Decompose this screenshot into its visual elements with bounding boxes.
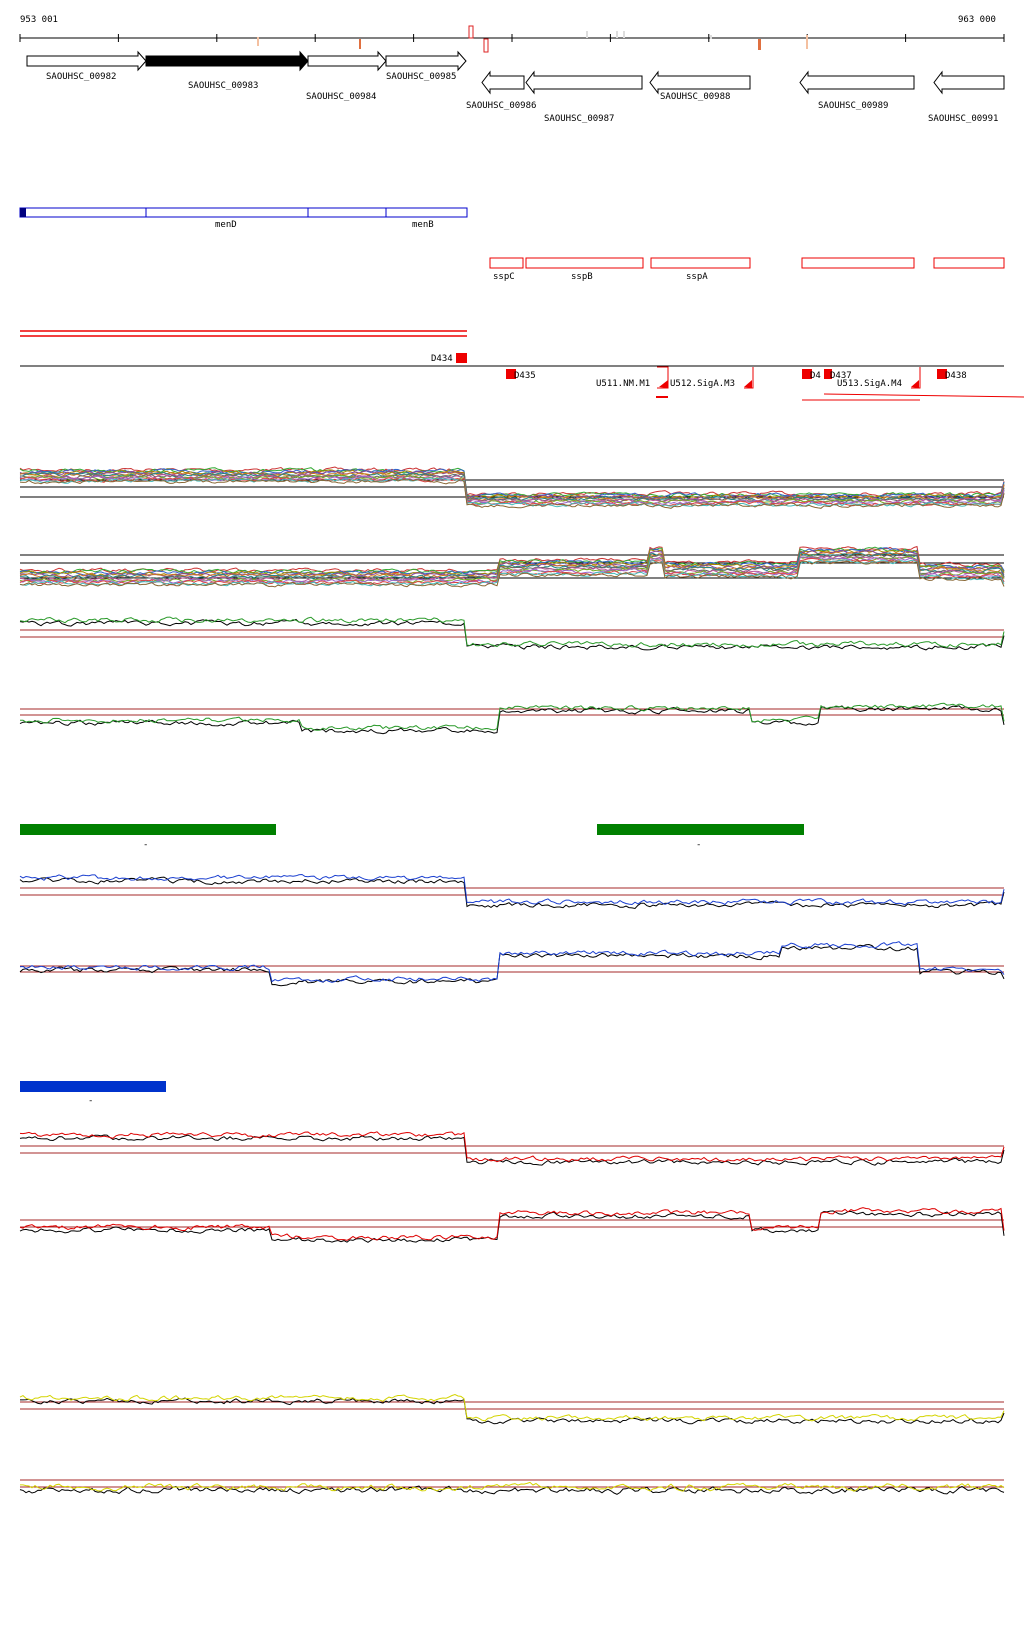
gene-label[interactable]: SAOUHSC_00982 <box>46 72 116 82</box>
signal-trace <box>19 616 1005 648</box>
signal-trace <box>19 556 1005 584</box>
segment-label[interactable]: U512.SigA.M3 <box>670 379 735 389</box>
gene-track: SAOUHSC_00982 SAOUHSC_00983 SAOUHSC_0098… <box>26 50 1005 124</box>
red-feature-track: sspC sspB sspA <box>489 257 1005 282</box>
gene-arrow[interactable] <box>933 70 1005 95</box>
gene-label[interactable]: SAOUHSC_00984 <box>306 92 376 102</box>
signal-trace <box>19 552 1005 582</box>
bar-label: - <box>143 840 148 850</box>
green-bar[interactable] <box>20 824 276 835</box>
gene-label[interactable]: SAOUHSC_00988 <box>660 92 730 102</box>
feature-label: sspB <box>571 272 593 282</box>
signal-trace <box>19 705 1005 735</box>
gene-label[interactable]: SAOUHSC_00989 <box>818 101 888 111</box>
segment-label[interactable]: D437 <box>830 371 852 381</box>
feature-label: sspA <box>686 272 708 282</box>
signal-trace <box>19 876 1005 910</box>
gene-arrow[interactable] <box>385 50 467 72</box>
segment-label[interactable]: U513.SigA.M4 <box>837 379 902 389</box>
coord-end: 963 000 <box>958 15 996 25</box>
signal-trace <box>19 941 1005 983</box>
gene-arrow[interactable] <box>649 70 751 95</box>
feature-label: menD <box>215 220 237 230</box>
signal-trace <box>19 1131 1005 1163</box>
bar-label: - <box>696 840 701 850</box>
blue-bar[interactable] <box>20 1081 166 1092</box>
signal-trace <box>19 873 1005 906</box>
coordinate-ruler <box>19 25 1005 53</box>
segment-track: D434 D435 U511.NM.M1 U512.SigA.M3 D4 D43… <box>20 330 1024 401</box>
signal-trace <box>19 471 1005 502</box>
gene-label[interactable]: SAOUHSC_00983 <box>188 81 258 91</box>
gene-arrow[interactable] <box>525 70 643 95</box>
segment-label[interactable]: U511.NM.M1 <box>596 379 650 389</box>
signal-trace <box>19 1210 1005 1243</box>
gene-arrow[interactable] <box>145 50 309 72</box>
gene-arrow[interactable] <box>26 50 147 72</box>
gene-label[interactable]: SAOUHSC_00987 <box>544 114 614 124</box>
gene-arrow[interactable] <box>799 70 915 95</box>
feature-label: sspC <box>493 272 515 282</box>
gene-label[interactable]: SAOUHSC_00985 <box>386 72 456 82</box>
signal-trace <box>19 468 1005 499</box>
signal-trace <box>19 560 1005 588</box>
signal-trace <box>19 1134 1005 1166</box>
signal-trace <box>19 1485 1005 1495</box>
segment-label[interactable]: D435 <box>514 371 536 381</box>
segment-label[interactable]: D4 <box>810 371 821 381</box>
signal-trace <box>20 1481 1005 1492</box>
signal-trace <box>19 477 1005 508</box>
blue-feature-track: menD menB <box>19 207 468 230</box>
coord-start: 953 001 <box>20 15 58 25</box>
bar-track: - - - <box>20 824 804 1106</box>
gene-arrow[interactable] <box>307 50 387 72</box>
segment-label[interactable]: D438 <box>945 371 967 381</box>
segment-label[interactable]: D434 <box>431 354 453 364</box>
signal-trace <box>19 618 1005 651</box>
signal-trace <box>19 943 1005 987</box>
gene-label[interactable]: SAOUHSC_00986 <box>466 101 536 111</box>
signal-trace <box>20 702 1005 731</box>
gene-arrow[interactable] <box>481 70 525 95</box>
feature-label: menB <box>412 220 434 230</box>
signal-trace <box>19 1207 1005 1241</box>
signal-trace <box>19 546 1005 575</box>
green-bar[interactable] <box>597 824 804 835</box>
signal-trace <box>19 1393 1005 1422</box>
expression-tracks <box>19 466 1005 1495</box>
signal-trace <box>19 478 1005 509</box>
gene-label[interactable]: SAOUHSC_00991 <box>928 114 998 124</box>
bar-label: - <box>88 1096 93 1106</box>
